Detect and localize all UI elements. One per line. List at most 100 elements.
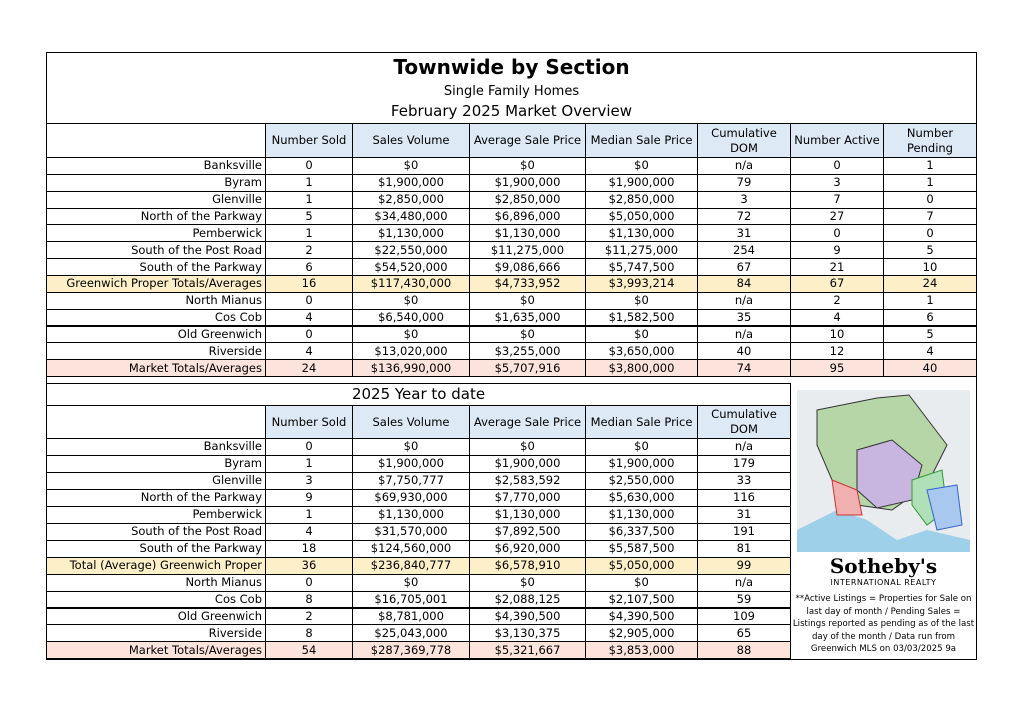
- data-cell: n/a: [697, 438, 791, 456]
- data-cell: $1,130,000: [585, 224, 698, 243]
- data-cell: 72: [697, 207, 791, 226]
- data-cell: 0: [883, 224, 977, 243]
- data-cell: $0: [352, 325, 470, 344]
- data-cell: 40: [883, 359, 977, 378]
- data-cell: 67: [790, 274, 884, 293]
- data-cell: n/a: [697, 573, 791, 592]
- data-cell: 95: [790, 359, 884, 378]
- data-cell: $3,853,000: [585, 641, 698, 660]
- data-cell: $5,630,000: [585, 488, 698, 507]
- data-cell: $0: [469, 291, 586, 310]
- data-cell: 54: [265, 641, 353, 660]
- row-label: Riverside: [46, 624, 266, 643]
- data-cell: 3: [265, 471, 353, 490]
- logo-name: Sotheby's: [829, 554, 938, 578]
- data-cell: $2,088,125: [469, 590, 586, 609]
- data-cell: $34,480,000: [352, 207, 470, 226]
- data-cell: n/a: [697, 157, 791, 175]
- data-cell: 116: [697, 488, 791, 507]
- data-cell: 36: [265, 556, 353, 575]
- data-cell: $13,020,000: [352, 342, 470, 361]
- data-cell: 191: [697, 522, 791, 541]
- row-label: North of the Parkway: [46, 488, 266, 507]
- data-cell: $3,800,000: [585, 359, 698, 378]
- data-cell: $0: [585, 291, 698, 310]
- data-cell: $1,130,000: [585, 505, 698, 524]
- row-label: North Mianus: [46, 573, 266, 592]
- data-cell: 24: [265, 359, 353, 378]
- data-cell: $1,900,000: [469, 173, 586, 192]
- data-cell: $5,321,667: [469, 641, 586, 660]
- data-cell: 1: [883, 291, 977, 310]
- row-label: Glenville: [46, 190, 266, 209]
- data-cell: $0: [352, 157, 470, 175]
- data-cell: 3: [790, 173, 884, 192]
- row-label: Byram: [46, 173, 266, 192]
- data-cell: $0: [469, 573, 586, 592]
- data-cell: $0: [469, 157, 586, 175]
- data-cell: 65: [697, 624, 791, 643]
- data-cell: $2,850,000: [585, 190, 698, 209]
- data-cell: $1,900,000: [352, 454, 470, 473]
- note: **Active Listings = Properties for Sale …: [792, 594, 975, 654]
- column-header: Sales Volume: [352, 123, 470, 158]
- data-cell: 33: [697, 471, 791, 490]
- row-label: Greenwich Proper Totals/Averages: [46, 274, 266, 293]
- data-cell: 254: [697, 241, 791, 260]
- data-cell: $1,900,000: [585, 454, 698, 473]
- data-cell: 16: [265, 274, 353, 293]
- map: [797, 390, 970, 552]
- data-cell: 0: [790, 224, 884, 243]
- data-cell: 8: [265, 624, 353, 643]
- data-cell: $2,850,000: [469, 190, 586, 209]
- data-cell: 6: [883, 308, 977, 327]
- data-cell: 0: [265, 157, 353, 175]
- data-cell: 12: [790, 342, 884, 361]
- row-label: Old Greenwich: [46, 325, 266, 344]
- data-cell: $7,892,500: [469, 522, 586, 541]
- row-label: North of the Parkway: [46, 207, 266, 226]
- data-cell: $3,255,000: [469, 342, 586, 361]
- row-label: North Mianus: [46, 291, 266, 310]
- data-cell: 9: [265, 488, 353, 507]
- data-cell: $287,369,778: [352, 641, 470, 660]
- data-cell: $1,582,500: [585, 308, 698, 327]
- data-cell: 88: [697, 641, 791, 660]
- data-cell: $2,550,000: [585, 471, 698, 490]
- column-header: Cumulative DOM: [697, 123, 791, 158]
- data-cell: $6,578,910: [469, 556, 586, 575]
- data-cell: $9,086,666: [469, 258, 586, 276]
- row-label: Banksville: [46, 438, 266, 456]
- data-cell: 1: [265, 190, 353, 209]
- data-cell: 4: [883, 342, 977, 361]
- row-label: Pemberwick: [46, 224, 266, 243]
- data-cell: $3,650,000: [585, 342, 698, 361]
- ytd-title: 2025 Year to date: [351, 385, 486, 403]
- data-cell: 9: [790, 241, 884, 260]
- data-cell: 179: [697, 454, 791, 473]
- data-cell: $54,520,000: [352, 258, 470, 276]
- data-cell: $0: [352, 573, 470, 592]
- data-cell: $6,920,000: [469, 539, 586, 558]
- row-label: Cos Cob: [46, 590, 266, 609]
- data-cell: $2,583,592: [469, 471, 586, 490]
- data-cell: 2: [265, 607, 353, 626]
- row-label: Old Greenwich: [46, 607, 266, 626]
- data-cell: 1: [883, 173, 977, 192]
- data-cell: 67: [697, 258, 791, 276]
- data-cell: 40: [697, 342, 791, 361]
- data-cell: $0: [585, 438, 698, 456]
- data-cell: 10: [790, 325, 884, 344]
- row-label: Market Totals/Averages: [46, 359, 266, 378]
- column-header: Sales Volume: [352, 405, 470, 439]
- data-cell: 99: [697, 556, 791, 575]
- data-cell: 5: [883, 241, 977, 260]
- data-cell: 59: [697, 590, 791, 609]
- data-cell: n/a: [697, 325, 791, 344]
- data-cell: 79: [697, 173, 791, 192]
- row-label: South of the Parkway: [46, 258, 266, 276]
- data-cell: $3,993,214: [585, 274, 698, 293]
- data-cell: 2: [265, 241, 353, 260]
- row-label: Banksville: [46, 157, 266, 175]
